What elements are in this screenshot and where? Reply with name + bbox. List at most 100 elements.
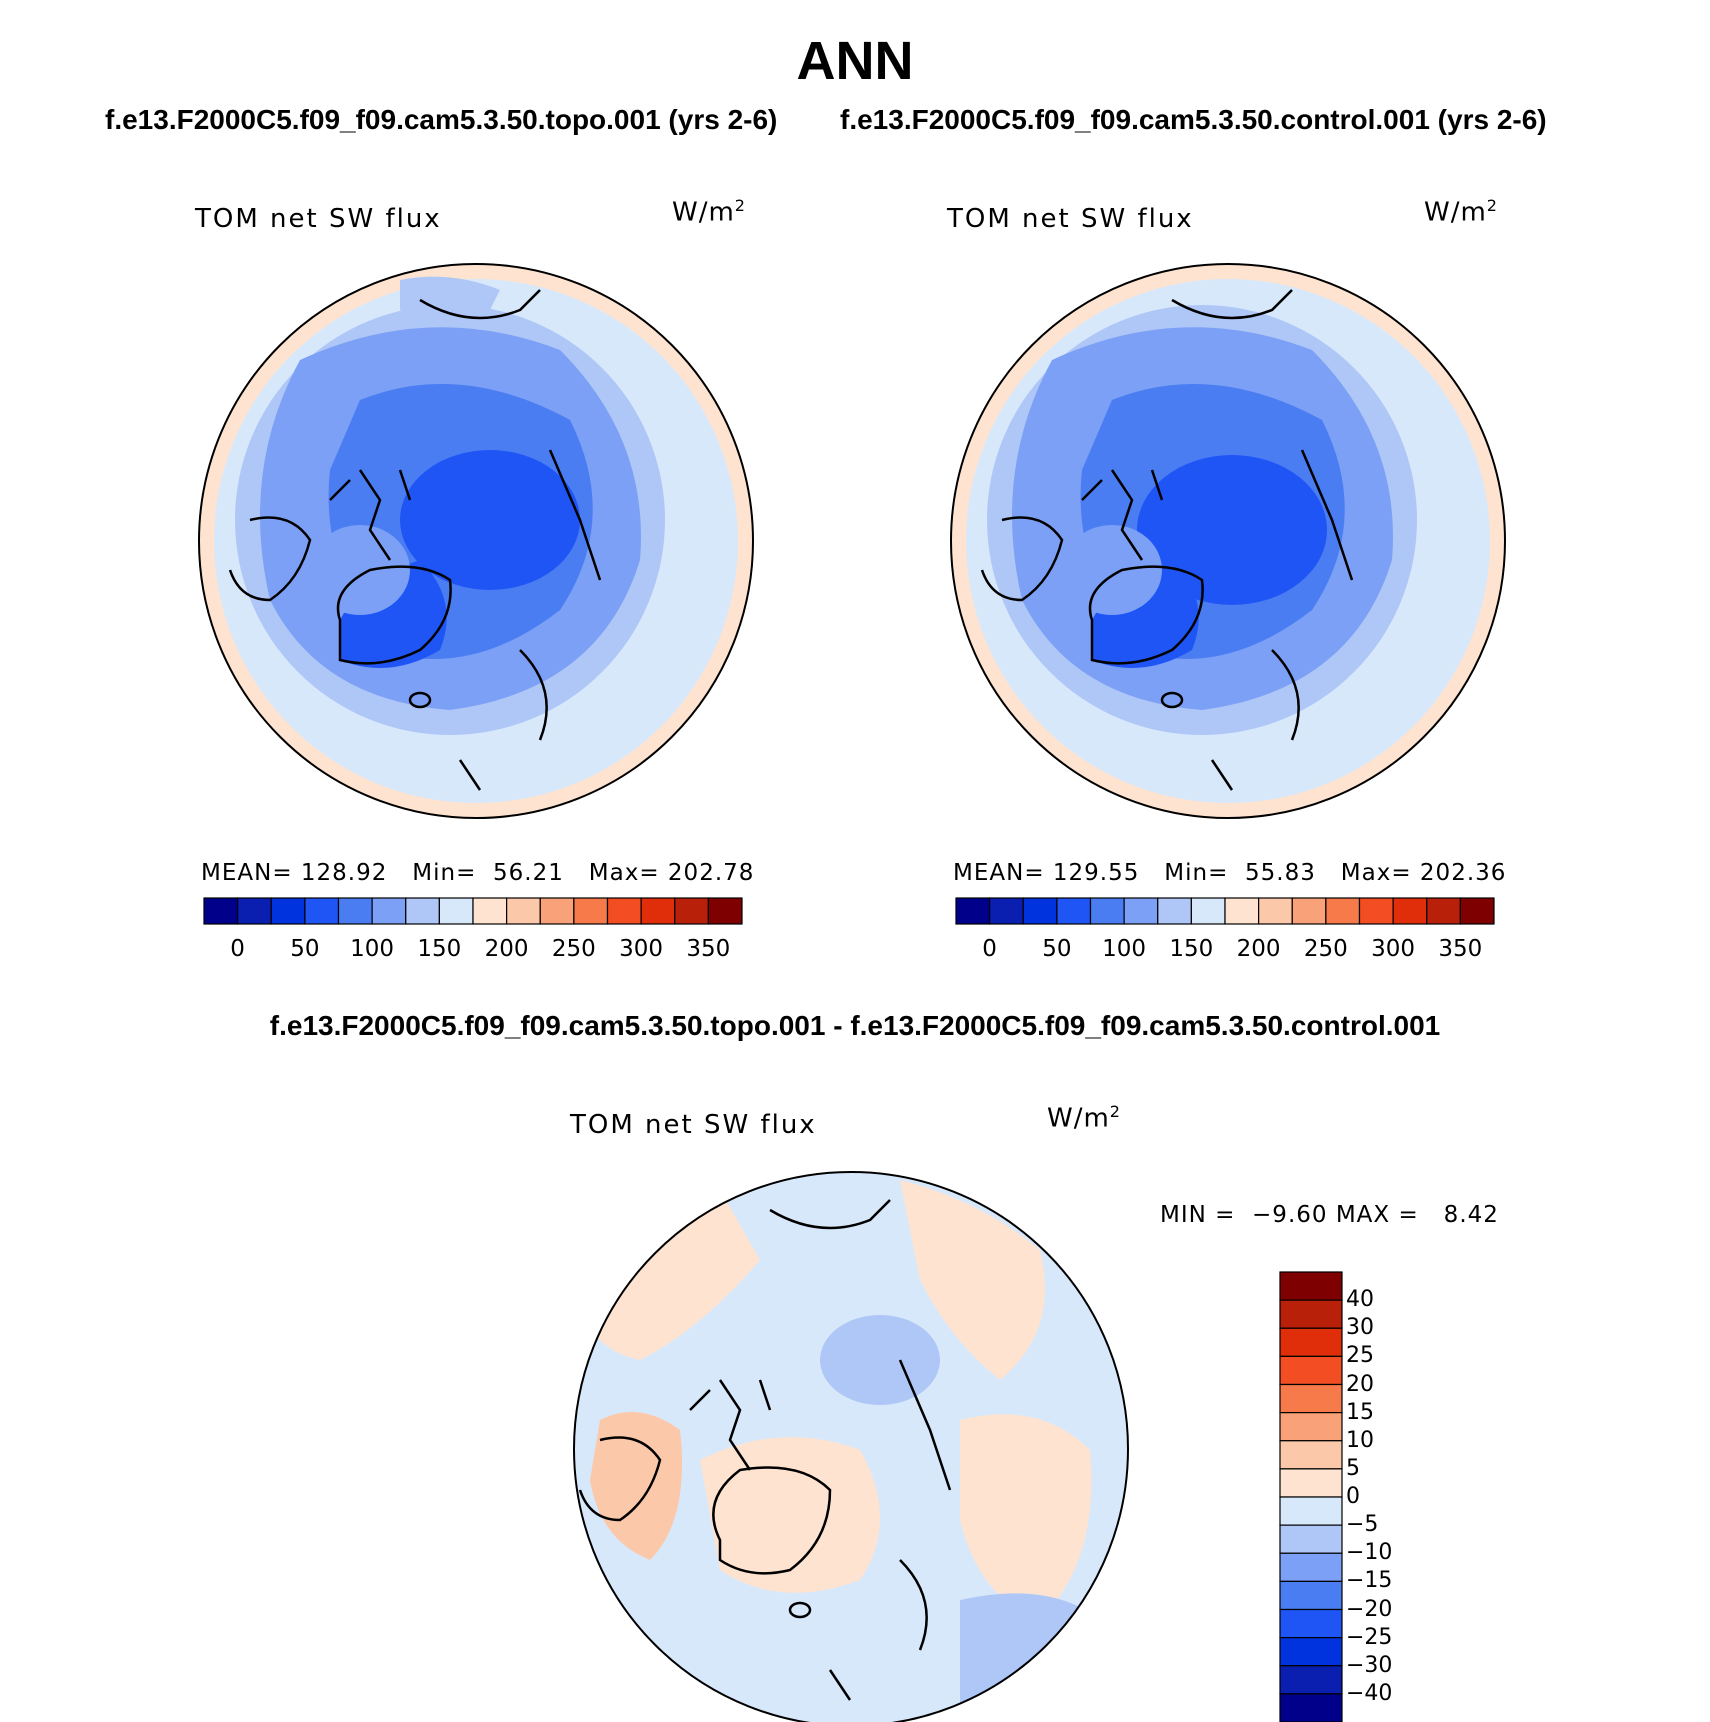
colorbar-tick-label: 200	[1236, 936, 1281, 962]
colorbar-swatch	[1279, 1383, 1343, 1414]
panel-2-coastlines	[980, 289, 1354, 791]
panel-2-polar-map	[951, 264, 1505, 818]
difference-coastlines	[578, 1199, 952, 1701]
panel-1-colorbar	[203, 897, 743, 925]
colorbar-tick-label: 50	[290, 936, 320, 962]
colorbar-swatch	[405, 897, 440, 925]
colorbar-swatch	[1279, 1608, 1343, 1639]
colorbar-tick-label: 25	[1346, 1343, 1374, 1369]
colorbar-tick-label: −5	[1346, 1512, 1379, 1538]
colorbar-swatch	[606, 897, 642, 925]
colorbar-tick-label: 30	[1346, 1315, 1374, 1341]
colorbar-tick-label: −40	[1346, 1680, 1393, 1706]
colorbar-swatch	[539, 897, 575, 925]
panel-1-stats: MEAN= 128.92 Min= 56.21 Max= 202.78	[201, 860, 755, 886]
colorbar-tick-label: −25	[1346, 1624, 1393, 1650]
colorbar-tick-label: 100	[350, 936, 395, 962]
panel-2-stats: MEAN= 129.55 Min= 55.83 Max= 202.36	[953, 860, 1507, 886]
panel-1-run-title: f.e13.F2000C5.f09_f09.cam5.3.50.topo.001…	[105, 104, 778, 135]
colorbar-swatch	[1157, 897, 1192, 925]
colorbar-tick-label: 200	[484, 936, 529, 962]
colorbar-swatch	[472, 897, 508, 925]
panel-1-units-label: W/m2	[672, 196, 746, 228]
colorbar-swatch	[674, 897, 709, 925]
colorbar-swatch	[1279, 1327, 1343, 1357]
colorbar-swatch	[203, 897, 239, 925]
colorbar-swatch	[1325, 897, 1361, 925]
panel-2-map-border	[950, 263, 1506, 819]
colorbar-tick-label: 5	[1346, 1455, 1360, 1481]
colorbar-tick-label: 40	[1346, 1287, 1374, 1313]
panel-1-variable-label: TOM net SW flux	[195, 204, 442, 234]
colorbar-tick-label: 0	[1346, 1484, 1360, 1509]
colorbar-swatch	[237, 897, 272, 925]
colorbar-tick-label: 0	[982, 936, 997, 962]
colorbar-swatch	[1279, 1299, 1343, 1329]
difference-colorbar-ticks: 40 30 25 20 15 10 5 0 −5 −10 −15 −20 −25 −30 −40	[1346, 1272, 1426, 1722]
panel-2-units-label: W/m2	[1424, 196, 1498, 228]
panel-2-run-title: f.e13.F2000C5.f09_f09.cam5.3.50.control.…	[840, 104, 1547, 135]
difference-stats: MIN = −9.60 MAX = 8.42	[1160, 1202, 1499, 1228]
panel-1-map-border	[198, 263, 754, 819]
colorbar-tick-label: 50	[1042, 936, 1072, 962]
panel-1-coastlines	[228, 289, 602, 791]
difference-colorbar	[1279, 1271, 1343, 1722]
colorbar-swatch	[1392, 897, 1428, 925]
colorbar-tick-label: 0	[230, 936, 245, 962]
page-title: ANN	[796, 31, 914, 91]
colorbar-swatch	[1279, 1440, 1343, 1470]
colorbar-swatch	[1279, 1468, 1343, 1498]
colorbar-swatch	[1279, 1355, 1343, 1386]
colorbar-swatch	[371, 897, 407, 925]
colorbar-tick-label: 250	[1303, 936, 1348, 962]
colorbar-swatch	[989, 897, 1024, 925]
colorbar-swatch	[1224, 897, 1260, 925]
colorbar-swatch	[955, 897, 991, 925]
difference-variable-label: TOM net SW flux	[570, 1110, 817, 1140]
panel-2-variable-label: TOM net SW flux	[947, 204, 1194, 234]
colorbar-swatch	[1089, 897, 1125, 925]
colorbar-tick-label: 300	[619, 936, 664, 962]
colorbar-swatch	[1279, 1552, 1343, 1582]
colorbar-tick-label: 350	[686, 936, 731, 962]
colorbar-swatch	[1426, 897, 1461, 925]
colorbar-swatch	[1279, 1637, 1343, 1667]
colorbar-swatch	[1123, 897, 1159, 925]
colorbar-swatch	[1279, 1271, 1343, 1301]
colorbar-tick-label: 150	[417, 936, 462, 962]
difference-map-border	[573, 1171, 1129, 1722]
panel-2-colorbar	[955, 897, 1495, 925]
panel-1-colorbar-ticks: 0 50 100 150 200 250 300 350	[0, 936, 1710, 968]
colorbar-swatch	[1279, 1412, 1343, 1442]
colorbar-swatch	[1279, 1580, 1343, 1611]
colorbar-swatch	[1279, 1693, 1343, 1722]
colorbar-swatch	[1358, 897, 1394, 925]
colorbar-swatch	[337, 897, 373, 925]
difference-polar-map	[574, 1172, 1128, 1722]
difference-title: f.e13.F2000C5.f09_f09.cam5.3.50.topo.001…	[269, 1010, 1441, 1041]
colorbar-tick-label: 250	[551, 936, 596, 962]
colorbar-tick-label: 150	[1169, 936, 1214, 962]
colorbar-tick-label: −10	[1346, 1540, 1393, 1566]
colorbar-swatch	[1022, 897, 1058, 925]
colorbar-tick-label: 300	[1371, 936, 1416, 962]
panel-2-colorbar-ticks: 0 50 100 150 200 250 300 350	[0, 936, 1710, 968]
colorbar-swatch	[573, 897, 609, 925]
colorbar-tick-label: 15	[1346, 1399, 1374, 1425]
colorbar-swatch	[1258, 897, 1293, 925]
colorbar-swatch	[270, 897, 306, 925]
colorbar-swatch	[1279, 1524, 1343, 1554]
difference-units-label: W/m2	[1047, 1102, 1121, 1134]
colorbar-swatch	[1459, 897, 1495, 925]
colorbar-tick-label: −20	[1346, 1596, 1393, 1622]
colorbar-tick-label: 10	[1346, 1427, 1374, 1453]
colorbar-tick-label: 350	[1438, 936, 1483, 962]
colorbar-tick-label: −15	[1346, 1568, 1393, 1594]
colorbar-tick-label: 100	[1102, 936, 1147, 962]
colorbar-swatch	[1279, 1496, 1343, 1526]
colorbar-swatch	[640, 897, 676, 925]
colorbar-swatch	[438, 897, 474, 925]
colorbar-tick-label: 20	[1346, 1371, 1374, 1397]
colorbar-swatch	[304, 897, 340, 925]
